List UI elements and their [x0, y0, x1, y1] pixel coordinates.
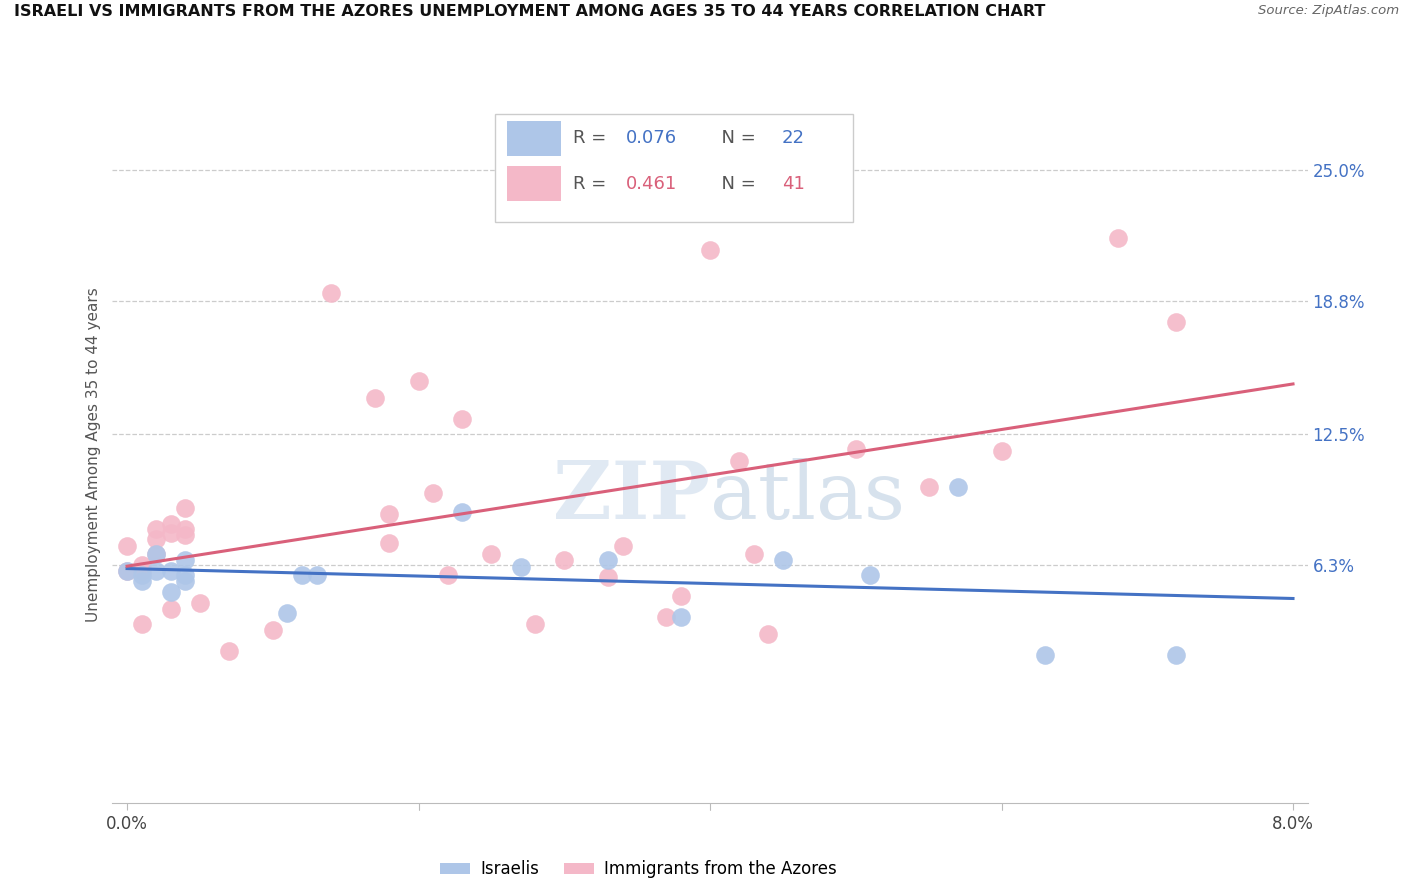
Point [481, 547, 503, 561]
Point [1166, 648, 1188, 663]
Point [174, 553, 197, 567]
Text: 0.461: 0.461 [626, 175, 678, 193]
Point [596, 570, 619, 584]
Point [655, 610, 678, 624]
Point [174, 528, 197, 542]
Point [174, 568, 197, 582]
Point [378, 507, 401, 521]
Point [1107, 231, 1129, 245]
Point [131, 558, 153, 572]
Point [859, 568, 882, 582]
Point [1166, 315, 1188, 329]
Point [159, 517, 181, 532]
Point [946, 479, 969, 493]
Point [742, 547, 765, 561]
Text: N =: N = [710, 175, 762, 193]
Point [131, 574, 153, 589]
Point [174, 500, 197, 515]
Point [188, 595, 211, 609]
Text: 41: 41 [782, 175, 804, 193]
Point [145, 564, 167, 578]
Point [145, 533, 167, 547]
Point [917, 479, 939, 493]
Point [262, 623, 284, 637]
Text: 0.076: 0.076 [626, 129, 678, 147]
Legend: Israelis, Immigrants from the Azores: Israelis, Immigrants from the Azores [433, 854, 844, 885]
Text: R =: R = [572, 175, 612, 193]
Point [131, 568, 153, 582]
Point [596, 553, 619, 567]
Point [436, 568, 458, 582]
Point [364, 391, 387, 405]
Point [305, 568, 328, 582]
Point [772, 553, 794, 567]
FancyBboxPatch shape [495, 114, 853, 222]
Text: R =: R = [572, 129, 612, 147]
Point [451, 412, 474, 426]
Point [553, 553, 575, 567]
Point [451, 505, 474, 519]
Point [291, 568, 314, 582]
Point [378, 536, 401, 550]
Point [174, 522, 197, 536]
Point [159, 602, 181, 616]
Point [115, 564, 138, 578]
Point [1033, 648, 1056, 663]
Point [524, 616, 547, 631]
Point [669, 589, 692, 603]
Text: atlas: atlas [710, 458, 905, 536]
Point [145, 547, 167, 561]
Point [319, 285, 342, 300]
Point [115, 564, 138, 578]
Point [699, 244, 721, 258]
Text: N =: N = [710, 129, 762, 147]
Point [159, 564, 181, 578]
FancyBboxPatch shape [508, 166, 561, 201]
Text: Source: ZipAtlas.com: Source: ZipAtlas.com [1258, 4, 1399, 18]
Point [159, 525, 181, 540]
Point [131, 564, 153, 578]
Point [408, 374, 430, 388]
Point [276, 606, 298, 620]
Text: ZIP: ZIP [553, 458, 710, 536]
Point [612, 539, 634, 553]
Y-axis label: Unemployment Among Ages 35 to 44 years: Unemployment Among Ages 35 to 44 years [86, 287, 101, 623]
Text: ISRAELI VS IMMIGRANTS FROM THE AZORES UNEMPLOYMENT AMONG AGES 35 TO 44 YEARS COR: ISRAELI VS IMMIGRANTS FROM THE AZORES UN… [14, 4, 1046, 20]
Point [669, 610, 692, 624]
Point [422, 486, 444, 500]
Point [728, 454, 751, 468]
Point [845, 442, 868, 456]
Point [218, 644, 240, 658]
Point [756, 627, 779, 641]
Text: 22: 22 [782, 129, 804, 147]
Point [115, 539, 138, 553]
FancyBboxPatch shape [508, 121, 561, 156]
Point [509, 559, 531, 574]
Point [174, 574, 197, 589]
Point [145, 522, 167, 536]
Point [131, 616, 153, 631]
Point [159, 585, 181, 599]
Point [145, 547, 167, 561]
Point [990, 443, 1012, 458]
